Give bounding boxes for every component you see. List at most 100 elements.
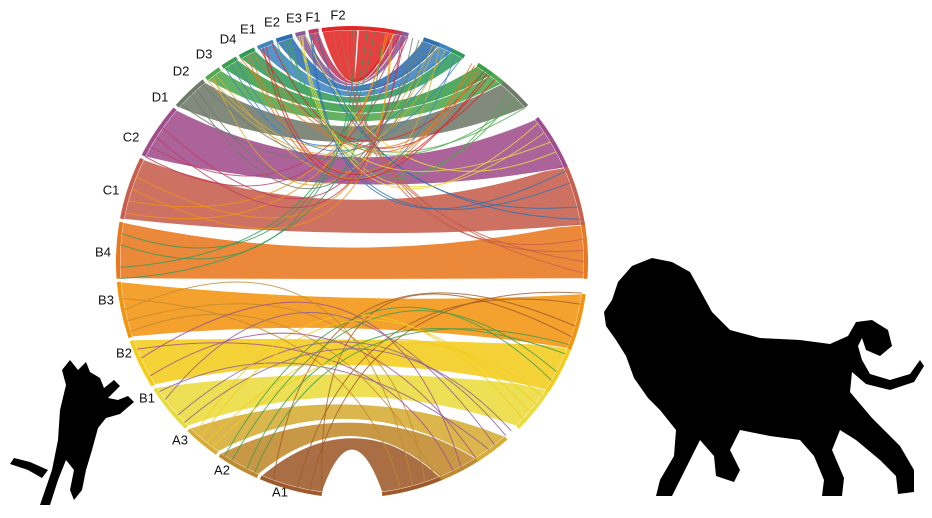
- chord-thread: [347, 30, 585, 263]
- chord-thread: [184, 348, 512, 432]
- segment-label: D1: [152, 89, 169, 104]
- chord-thread: [212, 343, 542, 448]
- chord-thread: [200, 319, 530, 439]
- chord-thread: [164, 312, 495, 446]
- chord-thread: [120, 31, 383, 280]
- chord-thread: [191, 39, 420, 190]
- chord-thread: [353, 29, 584, 274]
- outer-arc: [295, 30, 306, 37]
- chord-thread: [231, 310, 557, 461]
- chord-thread: [272, 292, 576, 481]
- chord-thread: [130, 313, 438, 479]
- chord-thread: [140, 301, 462, 467]
- outer-arc: [439, 456, 481, 481]
- chord-thread: [321, 293, 572, 493]
- outer-arc: [238, 47, 256, 59]
- segment-label: D3: [196, 46, 213, 61]
- segment-label: C2: [123, 129, 140, 144]
- chord-thread: [177, 341, 507, 437]
- outer-arc: [422, 37, 440, 47]
- outer-arc: [435, 41, 453, 53]
- segment-label: D4: [220, 31, 237, 46]
- outer-arc: [498, 79, 529, 108]
- outer-arc: [535, 117, 568, 168]
- chord-thread: [302, 35, 551, 172]
- outer-arc: [153, 387, 188, 429]
- chord-thread: [195, 314, 524, 434]
- outer-arc: [256, 39, 274, 50]
- outer-arc: [141, 107, 177, 157]
- outer-arc: [120, 157, 144, 220]
- outer-arc: [221, 56, 238, 69]
- outer-arc: [381, 475, 445, 497]
- outer-arc: [275, 33, 293, 43]
- chord-thread: [339, 30, 584, 252]
- outer-arc: [321, 26, 359, 32]
- outer-arc: [259, 475, 323, 497]
- outer-arc: [567, 293, 586, 350]
- chord-thread: [316, 32, 578, 209]
- lion-silhouette: [604, 258, 924, 496]
- segment-label: B1: [139, 390, 155, 405]
- chord-ribbons: [119, 29, 585, 493]
- chord-thread: [312, 33, 571, 210]
- chord-thread: [125, 32, 387, 220]
- chord-thread: [145, 36, 409, 187]
- outer-arc: [475, 436, 508, 462]
- outer-arcs: [116, 26, 588, 497]
- outer-arc: [308, 28, 319, 35]
- segment-label: A1: [272, 484, 288, 499]
- chord-thread: [246, 328, 566, 470]
- segment-label: F2: [330, 7, 345, 22]
- chord-thread: [310, 33, 566, 210]
- outer-arc: [187, 428, 219, 455]
- segment-label: B4: [95, 244, 111, 259]
- chord-thread: [282, 40, 511, 180]
- outer-arc: [175, 79, 206, 108]
- segment-label: E1: [240, 21, 256, 36]
- segment-label: B3: [98, 292, 114, 307]
- chord-thread: [124, 281, 414, 487]
- outer-arc: [487, 70, 504, 85]
- chord-thread: [136, 342, 454, 471]
- chord-thread: [252, 52, 478, 153]
- chord-thread: [332, 30, 583, 246]
- outer-arc: [516, 387, 551, 429]
- chord-thread: [300, 35, 545, 188]
- chord-thread: [149, 332, 477, 459]
- segment-label: E2: [264, 14, 280, 29]
- segment-label: A3: [172, 432, 188, 447]
- chord-thread: [298, 36, 539, 190]
- segment-label: F1: [305, 9, 320, 24]
- chord-thread: [259, 48, 485, 142]
- outer-arc: [129, 339, 156, 387]
- chord-thread: [201, 41, 426, 160]
- chord-thread: [224, 51, 451, 147]
- outer-arc: [580, 221, 588, 279]
- chord-thread: [230, 54, 457, 179]
- segment-label: C1: [103, 182, 120, 197]
- chord-thread: [304, 34, 557, 172]
- outer-arc: [448, 47, 466, 59]
- chord-ribbon: [189, 403, 506, 459]
- outer-arc: [205, 67, 221, 81]
- outer-arc: [218, 453, 259, 479]
- chord-thread: [127, 303, 426, 483]
- chord-thread: [254, 328, 569, 473]
- outer-arc: [476, 62, 493, 76]
- chord-thread: [150, 34, 401, 177]
- outer-arc: [116, 281, 133, 339]
- chord-thread: [206, 338, 537, 444]
- chord-thread: [224, 306, 552, 457]
- outer-arc: [562, 163, 586, 226]
- chord-thread: [156, 35, 403, 209]
- cat-silhouette: [10, 360, 134, 505]
- segment-label: B2: [116, 345, 132, 360]
- outer-arc: [545, 345, 573, 392]
- segment-label: E3: [286, 10, 302, 25]
- chord-threads: [120, 29, 585, 493]
- chord-thread: [131, 33, 391, 230]
- outer-arc: [357, 26, 395, 34]
